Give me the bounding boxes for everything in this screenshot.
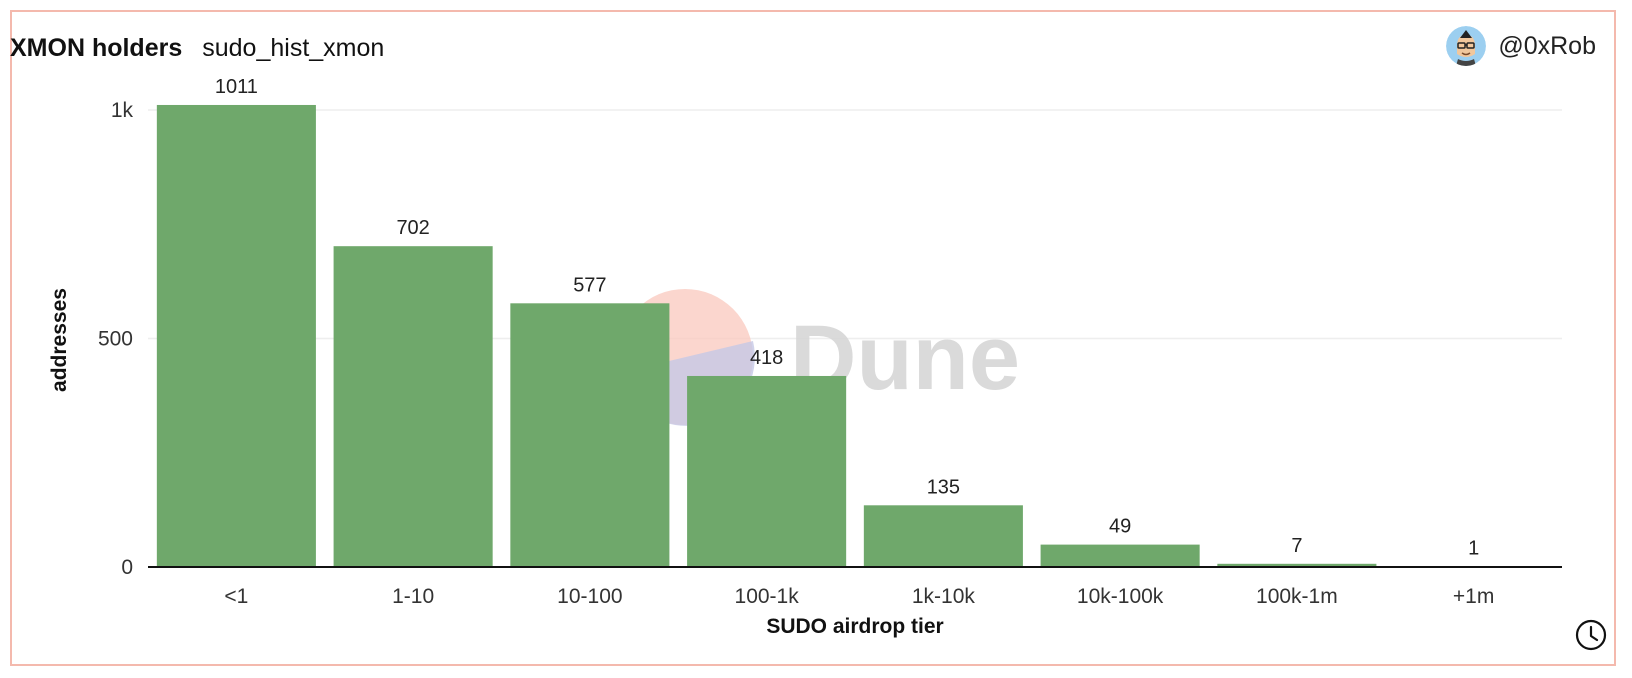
bar[interactable] xyxy=(510,303,670,567)
x-tick-label: 100-1k xyxy=(735,585,800,608)
x-tick-label: +1m xyxy=(1453,585,1494,608)
data-label: 135 xyxy=(927,476,960,498)
avatar-icon xyxy=(1446,26,1487,66)
data-label: 1 xyxy=(1468,538,1479,560)
y-axis-title: addresses xyxy=(48,288,71,392)
bar[interactable] xyxy=(1040,544,1200,567)
bar[interactable] xyxy=(1217,563,1377,567)
x-tick-label: 10k-100k xyxy=(1077,585,1164,608)
data-label: 418 xyxy=(750,347,783,369)
x-axis-title: SUDO airdrop tier xyxy=(766,615,943,638)
x-tick-label: <1 xyxy=(224,585,248,608)
bar[interactable] xyxy=(156,104,316,568)
x-tick-label: 100k-1m xyxy=(1256,585,1338,608)
y-tick-label: 500 xyxy=(98,328,133,351)
bars xyxy=(156,104,1554,568)
query-name: sudo_hist_xmon xyxy=(202,33,385,62)
x-tick-label: 1k-10k xyxy=(912,585,976,608)
author-handle[interactable]: @0xRob xyxy=(1498,31,1596,60)
y-tick-label: 0 xyxy=(121,556,133,579)
data-labels: 1011 702 577 418 135 49 7 1 xyxy=(215,76,1479,560)
chart-title: XMON holders xyxy=(10,33,183,62)
x-tick-label: 1-10 xyxy=(392,585,434,608)
chart-header: XMON holders sudo_hist_xmon xyxy=(10,30,384,66)
bar[interactable] xyxy=(863,505,1023,567)
data-label: 49 xyxy=(1109,516,1131,538)
author-badge[interactable]: @0xRob xyxy=(1446,26,1596,66)
bar[interactable] xyxy=(687,375,847,567)
axes: 0 500 1k <1 1-10 10-100 100-1k 1k-10k 10k-100k 10… xyxy=(98,99,1562,608)
data-label: 1011 xyxy=(215,76,258,98)
bar[interactable] xyxy=(333,246,493,567)
y-tick-label: 1k xyxy=(111,99,134,122)
clock-icon[interactable] xyxy=(1574,618,1608,652)
data-label: 7 xyxy=(1291,535,1302,557)
x-tick-label: 10-100 xyxy=(557,585,622,608)
data-label: 702 xyxy=(396,217,429,239)
data-label: 577 xyxy=(573,274,606,296)
